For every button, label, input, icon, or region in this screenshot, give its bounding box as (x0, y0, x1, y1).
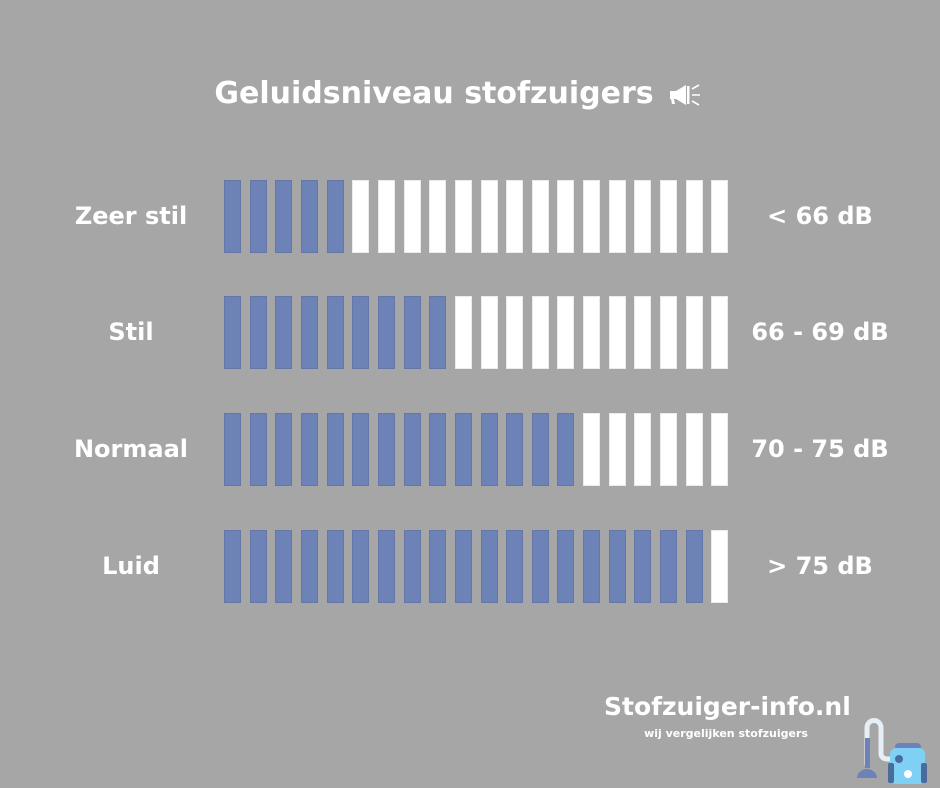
level-segment-filled (685, 530, 703, 603)
level-segment-empty (480, 296, 498, 369)
level-segment-filled (352, 530, 370, 603)
level-segment-empty (583, 180, 601, 253)
megaphone-icon (669, 83, 700, 106)
level-segment-filled (634, 530, 652, 603)
level-segment-empty (608, 413, 626, 486)
level-segment-empty (685, 180, 703, 253)
level-segment-empty (711, 530, 729, 603)
brand-name: Stofzuiger-info.nl (604, 692, 851, 721)
category-label: Stil (108, 318, 154, 346)
level-segment-empty (557, 296, 575, 369)
level-segment-filled (326, 180, 344, 253)
db-range-label: 70 - 75 dB (751, 435, 889, 463)
level-segment-empty (634, 296, 652, 369)
level-segment-filled (224, 296, 241, 369)
level-segment-filled (377, 530, 395, 603)
category-label: Zeer stil (74, 202, 188, 230)
level-segment-filled (480, 413, 498, 486)
chart-title: Geluidsniveau stofzuigers (0, 76, 916, 111)
level-segment-filled (300, 296, 318, 369)
level-segment-filled (403, 296, 421, 369)
level-segment-filled (275, 530, 293, 603)
level-segment-filled (249, 530, 267, 603)
level-segment-filled (249, 413, 267, 486)
level-segment-empty (506, 180, 524, 253)
db-range-label: > 75 dB (767, 552, 873, 580)
level-segment-filled (352, 296, 370, 369)
level-segment-filled (300, 180, 318, 253)
level-segment-empty (480, 180, 498, 253)
level-segment-empty (608, 296, 626, 369)
level-segment-filled (506, 530, 524, 603)
level-segment-filled (583, 530, 601, 603)
level-segment-filled (224, 413, 241, 486)
level-segment-filled (249, 180, 267, 253)
level-segment-empty (634, 413, 652, 486)
level-segment-empty (634, 180, 652, 253)
level-segment-filled (224, 180, 241, 253)
level-segment-filled (557, 530, 575, 603)
level-segment-empty (660, 413, 678, 486)
category-label: Normaal (73, 435, 189, 463)
level-segment-empty (429, 180, 447, 253)
level-segment-filled (531, 413, 549, 486)
level-segment-filled (454, 530, 472, 603)
level-segment-empty (583, 296, 601, 369)
level-segment-empty (403, 180, 421, 253)
level-segment-filled (377, 296, 395, 369)
level-segment-filled (300, 413, 318, 486)
vacuum-cleaner-icon (857, 718, 927, 784)
level-segment-filled (403, 413, 421, 486)
level-segment-filled (660, 530, 678, 603)
level-segment-empty (377, 180, 395, 253)
level-segment-filled (326, 413, 344, 486)
level-segment-filled (326, 296, 344, 369)
level-segment-filled (454, 413, 472, 486)
level-segment-empty (711, 180, 729, 253)
category-label: Luid (102, 552, 160, 580)
level-segment-empty (608, 180, 626, 253)
level-segment-empty (531, 180, 549, 253)
level-segment-filled (429, 413, 447, 486)
level-segment-filled (429, 296, 447, 369)
level-segment-filled (531, 530, 549, 603)
level-segment-filled (275, 180, 293, 253)
level-segment-empty (685, 413, 703, 486)
level-segment-filled (275, 296, 293, 369)
level-segment-empty (352, 180, 370, 253)
level-segment-filled (224, 530, 241, 603)
level-segment-filled (608, 530, 626, 603)
db-range-label: < 66 dB (767, 202, 873, 230)
level-segment-filled (429, 530, 447, 603)
level-segment-empty (454, 180, 472, 253)
level-segment-filled (403, 530, 421, 603)
level-segment-empty (660, 180, 678, 253)
level-segment-filled (275, 413, 293, 486)
brand-tagline: wij vergelijken stofzuigers (644, 727, 808, 740)
level-segment-filled (300, 530, 318, 603)
level-segment-filled (249, 296, 267, 369)
level-segment-empty (454, 296, 472, 369)
level-segment-empty (557, 180, 575, 253)
level-segment-filled (377, 413, 395, 486)
level-segment-empty (583, 413, 601, 486)
level-segment-filled (352, 413, 370, 486)
level-segment-empty (711, 413, 729, 486)
chart-title-text: Geluidsniveau stofzuigers (214, 76, 654, 111)
level-segment-empty (531, 296, 549, 369)
level-segment-filled (557, 413, 575, 486)
level-segment-empty (685, 296, 703, 369)
db-range-label: 66 - 69 dB (751, 318, 889, 346)
level-segment-empty (660, 296, 678, 369)
level-segment-filled (506, 413, 524, 486)
level-segment-empty (711, 296, 729, 369)
level-segment-empty (506, 296, 524, 369)
level-segment-filled (326, 530, 344, 603)
level-segment-filled (480, 530, 498, 603)
